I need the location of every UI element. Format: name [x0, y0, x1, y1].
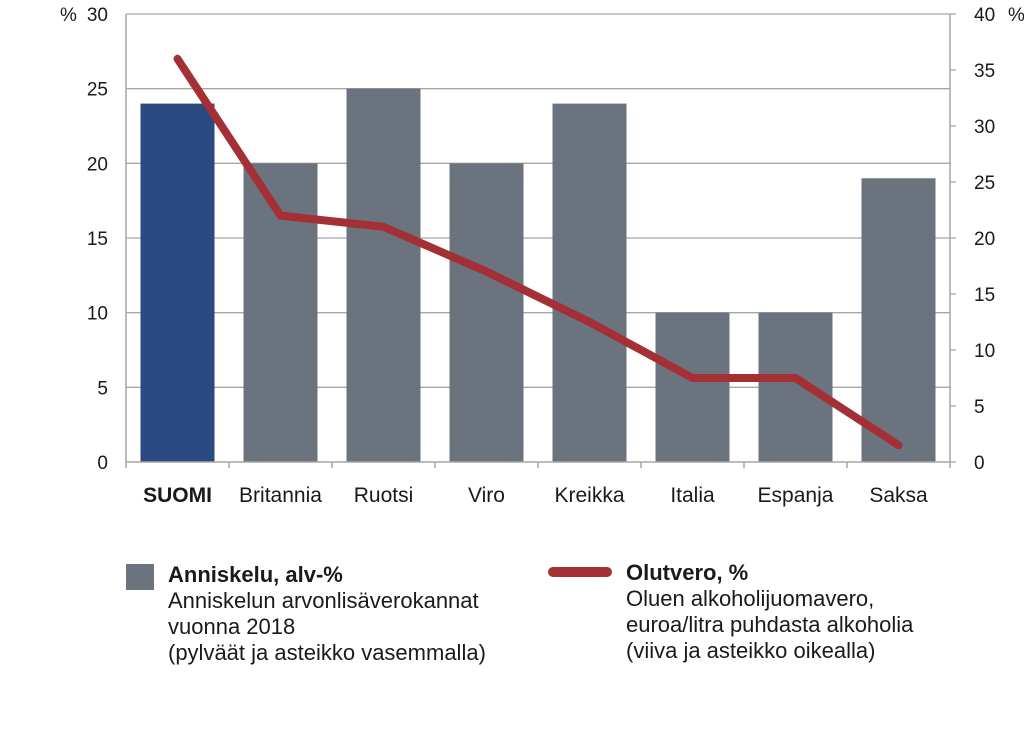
y-right-tick-15: 15: [974, 285, 995, 306]
category-label-espanja: Espanja: [758, 484, 834, 507]
y-left-tick-10: 10: [87, 304, 108, 325]
category-label-italia: Italia: [670, 484, 715, 507]
y-left-tick-0: 0: [97, 453, 108, 474]
y-left-unit: %: [60, 5, 77, 26]
category-label-ruotsi: Ruotsi: [354, 484, 414, 507]
legend-bar-line-2: vuonna 2018: [168, 614, 296, 639]
y-right-tick-25: 25: [974, 173, 995, 194]
y-right-tick-5: 5: [974, 397, 985, 418]
legend-bar-swatch: [126, 564, 154, 590]
legend-line-line-1: Oluen alkoholijuomavero,: [626, 586, 875, 611]
bar-viro: [449, 163, 524, 463]
y-right-tick-0: 0: [974, 453, 985, 474]
category-label-britannia: Britannia: [239, 484, 322, 507]
y-right-tick-10: 10: [974, 341, 995, 362]
bar-italia: [655, 312, 730, 462]
combo-chart: 0 5 10 15 20 25 30% 0 5 10 15 20 25 30 35 40 % SUOMI Brita…: [60, 5, 1024, 507]
bar-suomi: [140, 103, 215, 462]
legend-bar-title: Anniskelu, alv-%: [168, 562, 343, 587]
legend-bar-line-3: (pylväät ja asteikko vasemmalla): [168, 640, 486, 665]
y-left-tick-5: 5: [97, 378, 108, 399]
bar-britannia: [243, 163, 318, 463]
legend-line-line-2: euroa/litra puhdasta alkoholia: [626, 612, 914, 637]
legend-line-line-3: (viiva ja asteikko oikealla): [626, 638, 876, 663]
bar-ruotsi: [346, 88, 421, 463]
category-label-kreikka: Kreikka: [554, 484, 624, 507]
y-right-tick-30: 30: [974, 117, 995, 138]
y-left-tick-30: 30: [87, 5, 108, 26]
y-right-tick-20: 20: [974, 229, 995, 250]
category-label-viro: Viro: [468, 484, 505, 507]
y-right-unit: %: [1008, 5, 1024, 26]
bar-espanja: [758, 312, 833, 462]
y-right-tick-40: 40: [974, 5, 995, 26]
legend-line-swatch: [548, 567, 612, 577]
legend-bar-line-1: Anniskelun arvonlisäverokannat: [168, 588, 479, 613]
y-left-tick-20: 20: [87, 154, 108, 175]
y-left-tick-15: 15: [87, 229, 108, 250]
y-left-tick-25: 25: [87, 80, 108, 101]
bar-saksa: [861, 178, 936, 462]
bar-kreikka: [552, 103, 627, 462]
line-olutvero: [173, 54, 903, 450]
y-right-tick-35: 35: [974, 61, 995, 82]
category-label-saksa: Saksa: [869, 484, 928, 507]
category-label-suomi: SUOMI: [143, 484, 212, 507]
legend-line-title: Olutvero, %: [626, 560, 749, 585]
